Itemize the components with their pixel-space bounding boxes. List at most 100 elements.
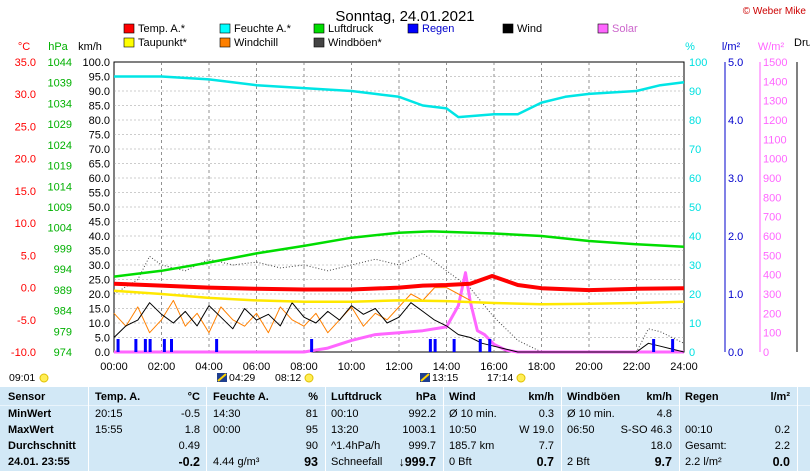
wind-axis-tick: 55.0 xyxy=(89,188,110,200)
header-humidity: Feuchte A. xyxy=(213,391,269,403)
x-tick-label: 16:00 xyxy=(480,361,508,373)
rain-axis-tick: 2.0 xyxy=(728,231,743,243)
x-tick-label: 02:00 xyxy=(148,361,176,373)
pressure-axis-tick: 974 xyxy=(54,347,72,359)
table-cell-rain-v: 0.0 xyxy=(772,455,790,469)
series-feuchte-a xyxy=(114,75,685,119)
table-cell-gust-v: 18.0 xyxy=(650,440,672,452)
humidity-axis-tick: 20 xyxy=(689,289,701,301)
temp-axis-tick: 35.0 xyxy=(15,57,36,69)
series-temp-a xyxy=(113,274,685,293)
wind-axis-tick: 35.0 xyxy=(89,246,110,258)
humidity-axis-tick: 80 xyxy=(689,115,701,127)
solar-axis-tick: 600 xyxy=(763,231,781,243)
rain-bar xyxy=(433,339,437,352)
wind-axis-tick: 0.0 xyxy=(95,347,110,359)
humidity-axis-tick: 100 xyxy=(689,57,707,69)
table-cell-rain-t: 2.2 l/m² xyxy=(685,456,722,468)
legend-label: Luftdruck xyxy=(328,23,374,35)
legend-label: Windchill xyxy=(234,37,278,49)
legend-label: Temp. A.* xyxy=(138,23,186,35)
pressure-axis-tick: 984 xyxy=(54,306,72,318)
rain-bar xyxy=(671,339,675,352)
temp-axis-tick: 15.0 xyxy=(15,186,36,198)
stats-table: Sensor Temp. A. °C Feuchte A. % Luftdruc… xyxy=(0,387,810,471)
solar-axis-tick: 1200 xyxy=(763,115,787,127)
legend-label-partial: Druck xyxy=(794,37,810,49)
wind-axis-tick: 45.0 xyxy=(89,217,110,229)
table-cell-rain-t: Gesamt: xyxy=(685,440,727,452)
table-cell-hum-v: 90 xyxy=(305,440,318,452)
temp-axis-tick: 20.0 xyxy=(15,154,36,166)
series-solar xyxy=(114,271,684,354)
solar-axis-tick: 1000 xyxy=(763,154,787,166)
table-cell-gust-v: S-SO 46.3 xyxy=(620,424,672,436)
table-cell-wind-t: 185.7 km xyxy=(449,440,495,452)
table-cell-hum-t: 00:00 xyxy=(213,424,241,436)
temp-axis-unit: °C xyxy=(18,41,30,53)
pressure-axis-tick: 994 xyxy=(54,264,72,276)
solar-axis-tick: 1400 xyxy=(763,76,787,88)
x-tick-label: 24:00 xyxy=(670,361,698,373)
pressure-axis-tick: 1014 xyxy=(48,181,72,193)
humidity-axis-tick: 60 xyxy=(689,173,701,185)
legend-swatch xyxy=(502,23,514,34)
table-cell-gust-t: 06:50 xyxy=(567,424,595,436)
x-tick-label: 22:00 xyxy=(623,361,651,373)
pressure-axis-tick: 989 xyxy=(54,285,72,297)
copyright-label: © Weber Mike xyxy=(743,6,807,17)
legend-swatch xyxy=(219,23,231,34)
legend-swatch xyxy=(123,37,135,48)
wind-axis-tick: 80.0 xyxy=(89,115,110,127)
series-taupunkt xyxy=(113,289,685,306)
table-cell-wind-t: Ø 10 min. xyxy=(449,408,497,420)
wind-axis-tick: 5.0 xyxy=(95,333,110,345)
legend-swatch xyxy=(219,37,231,48)
wind-axis-tick: 70.0 xyxy=(89,144,110,156)
weather-chart: Sonntag, 24.01.2021 © Weber Mike Temp. A.… xyxy=(9,6,810,384)
rain-bar xyxy=(162,339,166,352)
table-cell-temp-v: -0.2 xyxy=(178,455,200,469)
header-wind: Wind xyxy=(449,391,476,403)
rain-bar xyxy=(215,339,219,352)
header-pressure: Luftdruck xyxy=(331,391,382,403)
rain-bar xyxy=(478,339,482,352)
pressure-axis-tick: 1039 xyxy=(48,78,72,90)
wind-axis-tick: 85.0 xyxy=(89,101,110,113)
legend-swatch xyxy=(597,23,609,34)
pressure-axis-tick: 1009 xyxy=(48,202,72,214)
moonset-time: 13:15 xyxy=(432,372,458,384)
humidity-axis-tick: 70 xyxy=(689,144,701,156)
moonrise-time: 04:29 xyxy=(229,372,255,384)
table-cell-press-v: 992.2 xyxy=(408,408,436,420)
sun-icon xyxy=(516,373,526,383)
table-cell-wind-t: 0 Bft xyxy=(449,456,472,468)
temp-axis-tick: -5.0 xyxy=(17,315,36,327)
pressure-axis-tick: 979 xyxy=(54,326,72,338)
temp-axis-tick: -10.0 xyxy=(11,347,36,359)
humidity-axis-tick: 90 xyxy=(689,86,701,98)
header-sensor: Sensor xyxy=(8,391,46,403)
rain-axis-tick: 1.0 xyxy=(728,289,743,301)
series-windchill xyxy=(113,287,471,334)
rain-bar xyxy=(652,339,656,352)
pressure-axis-tick: 999 xyxy=(54,243,72,255)
humidity-axis-tick: 30 xyxy=(689,260,701,272)
legend-swatch xyxy=(407,23,419,34)
solar-axis-unit: W/m² xyxy=(758,41,785,53)
header-rain: Regen xyxy=(685,391,719,403)
wind-axis-tick: 25.0 xyxy=(89,275,110,287)
x-tick-label: 10:00 xyxy=(338,361,366,373)
table-cell-temp-v: -0.5 xyxy=(181,408,200,420)
rain-bar xyxy=(134,339,138,352)
x-tick-label: 08:00 xyxy=(290,361,318,373)
rain-axis-tick: 4.0 xyxy=(728,115,743,127)
x-tick-label: 00:00 xyxy=(100,361,128,373)
wind-axis-tick: 95.0 xyxy=(89,72,110,84)
legend-label: Windböen* xyxy=(328,37,383,49)
sun-icon xyxy=(39,373,49,383)
x-tick-label: 20:00 xyxy=(575,361,603,373)
pressure-axis-tick: 1029 xyxy=(48,119,72,131)
legend-label: Solar xyxy=(612,23,638,35)
x-tick-label: 04:00 xyxy=(195,361,223,373)
